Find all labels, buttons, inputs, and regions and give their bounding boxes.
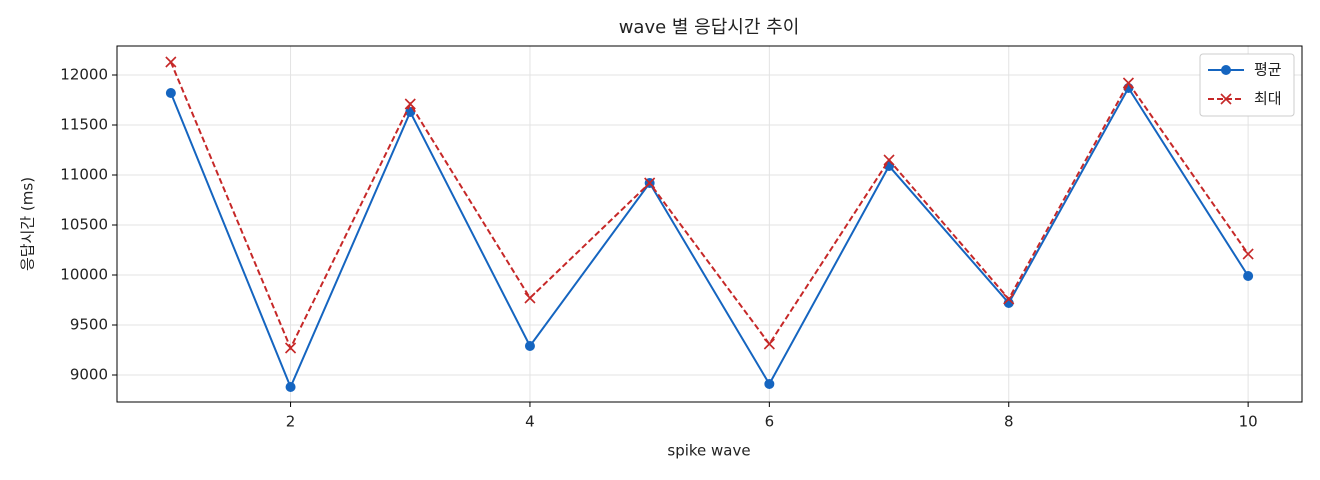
marker-x xyxy=(883,154,895,166)
x-tick-label: 2 xyxy=(286,413,296,431)
marker-x xyxy=(165,56,177,68)
marker-x xyxy=(1220,93,1232,105)
marker-x xyxy=(1003,293,1015,305)
x-axis-label: spike wave xyxy=(667,442,750,460)
marker-x xyxy=(763,338,775,350)
y-tick-label: 11000 xyxy=(60,166,108,184)
y-tick-label: 10000 xyxy=(60,266,108,284)
chart-title: wave 별 응답시간 추이 xyxy=(619,17,800,38)
marker xyxy=(165,56,177,68)
marker-x xyxy=(644,177,656,189)
marker xyxy=(1221,65,1231,75)
x-tick-label: 6 xyxy=(765,413,775,431)
marker xyxy=(1122,77,1135,89)
marker xyxy=(524,292,536,304)
y-tick-label: 12000 xyxy=(60,66,108,84)
marker-x xyxy=(284,342,297,354)
x-tick-label: 8 xyxy=(1004,413,1014,431)
marker-x xyxy=(1242,248,1254,260)
marker xyxy=(1243,271,1254,281)
plot-frame xyxy=(116,45,1303,403)
y-tick-label: 11500 xyxy=(60,116,108,134)
y-tick-label: 10500 xyxy=(60,216,108,234)
y-tick-label: 9000 xyxy=(70,366,108,384)
marker xyxy=(1220,93,1232,105)
marker xyxy=(644,177,656,189)
marker xyxy=(404,98,416,110)
series-line xyxy=(169,61,1249,351)
x-tick-label: 4 xyxy=(525,413,535,431)
series-line xyxy=(169,86,1249,390)
marker xyxy=(165,88,176,98)
marker xyxy=(883,154,895,166)
legend-label: 평균 xyxy=(1254,61,1282,79)
marker xyxy=(1242,248,1254,260)
marker-x xyxy=(404,98,416,110)
marker xyxy=(1003,293,1015,305)
marker xyxy=(524,341,535,351)
marker-x xyxy=(524,292,536,304)
y-tick-label: 9500 xyxy=(70,316,108,334)
marker xyxy=(763,338,775,350)
marker xyxy=(285,382,296,392)
marker xyxy=(764,379,775,389)
x-tick-label: 10 xyxy=(1239,413,1258,431)
y-axis-label: 응답시간 (ms) xyxy=(19,177,37,271)
marker xyxy=(284,342,297,354)
legend-label: 최대 xyxy=(1254,90,1282,108)
marker-x xyxy=(1122,77,1135,89)
